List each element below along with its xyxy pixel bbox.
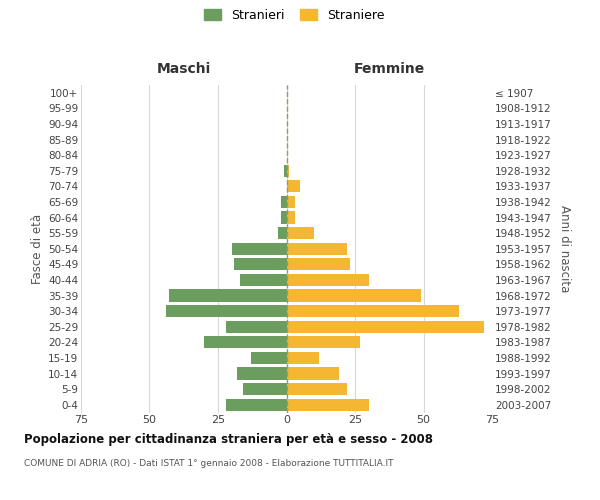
Text: Femmine: Femmine: [353, 62, 425, 76]
Bar: [287, 320, 484, 333]
Bar: [287, 290, 421, 302]
Bar: [287, 398, 369, 411]
Bar: [287, 242, 347, 255]
Bar: [242, 383, 287, 395]
Bar: [287, 368, 338, 380]
Bar: [251, 352, 287, 364]
Bar: [204, 336, 287, 348]
Bar: [232, 242, 287, 255]
Bar: [240, 274, 287, 286]
Bar: [287, 180, 300, 192]
Bar: [237, 368, 287, 380]
Bar: [287, 196, 295, 208]
Bar: [281, 196, 287, 208]
Bar: [287, 352, 319, 364]
Bar: [235, 258, 287, 270]
Bar: [287, 383, 347, 395]
Bar: [287, 336, 361, 348]
Bar: [278, 227, 287, 239]
Bar: [287, 212, 295, 224]
Text: Popolazione per cittadinanza straniera per età e sesso - 2008: Popolazione per cittadinanza straniera p…: [24, 432, 433, 446]
Bar: [281, 212, 287, 224]
Bar: [287, 274, 369, 286]
Bar: [284, 164, 287, 177]
Bar: [287, 164, 289, 177]
Y-axis label: Anni di nascita: Anni di nascita: [559, 205, 571, 292]
Legend: Stranieri, Straniere: Stranieri, Straniere: [201, 6, 387, 24]
Bar: [287, 305, 459, 317]
Bar: [287, 227, 314, 239]
Text: Maschi: Maschi: [157, 62, 211, 76]
Bar: [287, 258, 350, 270]
Text: COMUNE DI ADRIA (RO) - Dati ISTAT 1° gennaio 2008 - Elaborazione TUTTITALIA.IT: COMUNE DI ADRIA (RO) - Dati ISTAT 1° gen…: [24, 459, 394, 468]
Bar: [226, 398, 287, 411]
Bar: [226, 320, 287, 333]
Bar: [166, 305, 287, 317]
Y-axis label: Fasce di età: Fasce di età: [31, 214, 44, 284]
Bar: [169, 290, 287, 302]
